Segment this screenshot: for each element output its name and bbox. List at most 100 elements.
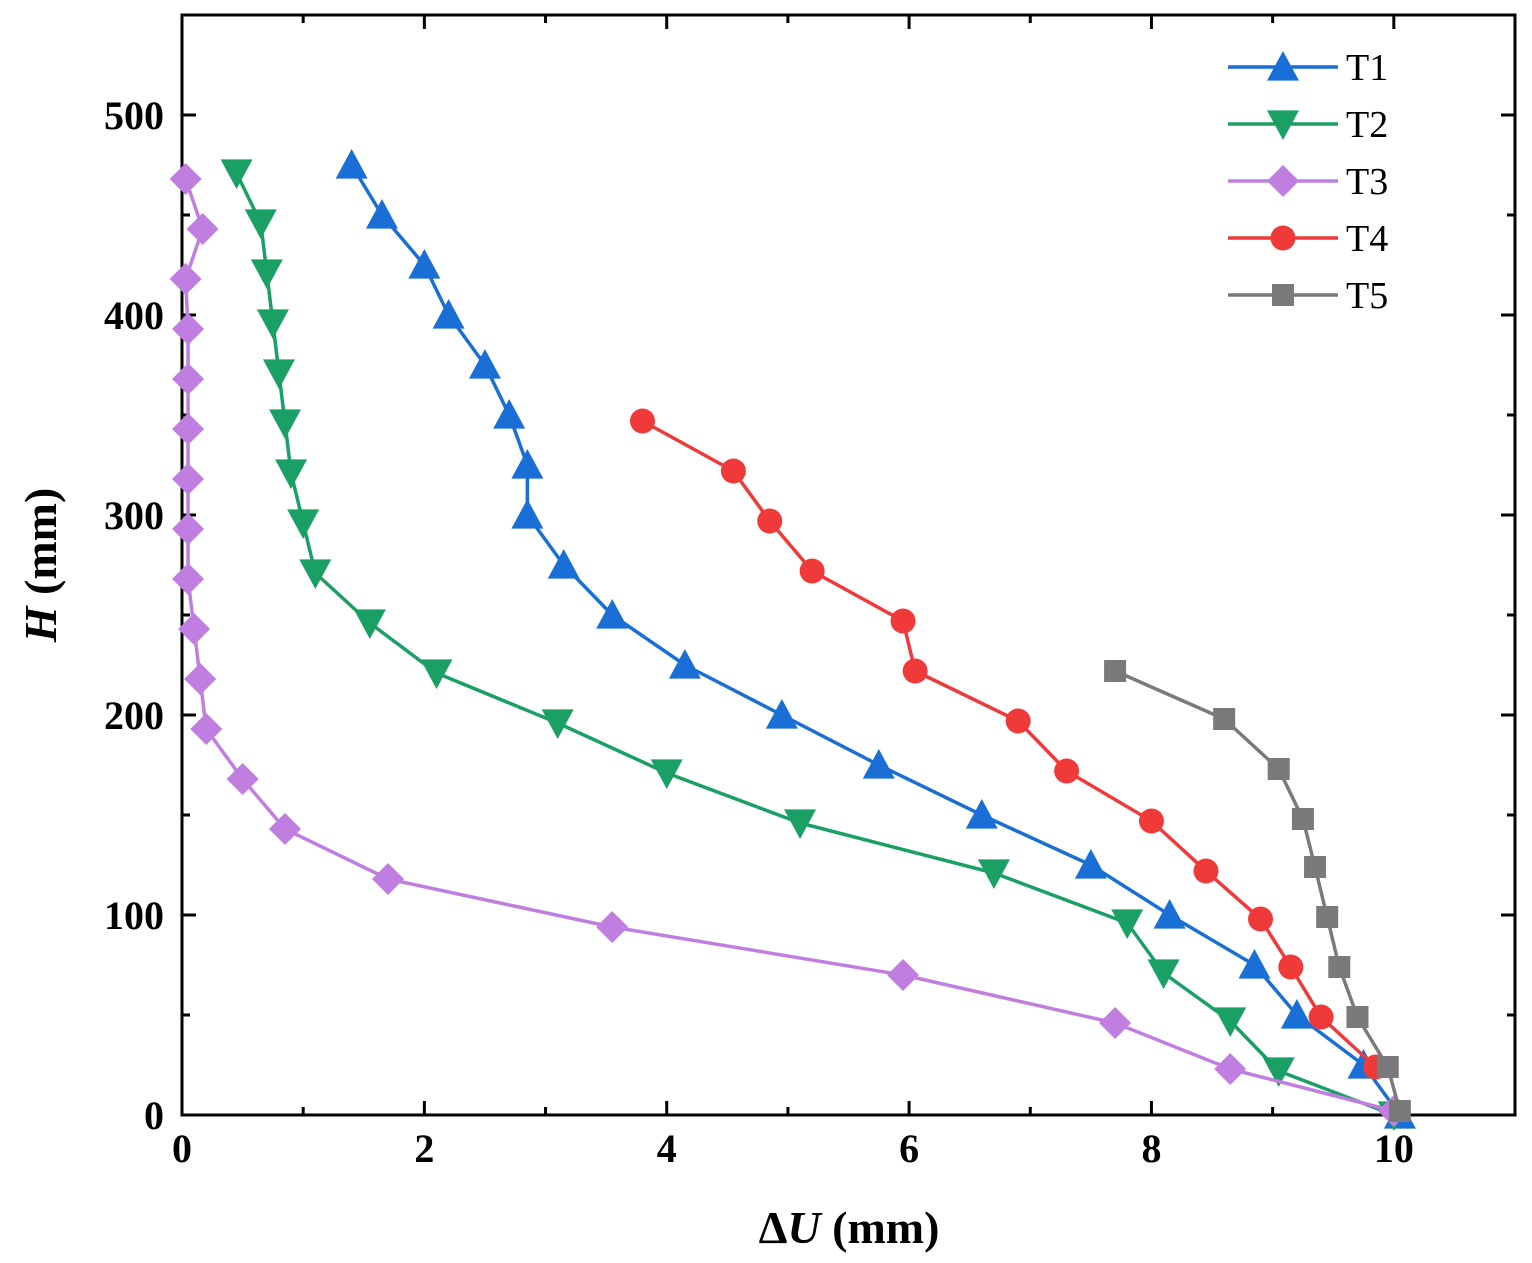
data-point-T3 bbox=[887, 959, 920, 991]
data-point-T3 bbox=[1099, 1007, 1132, 1039]
legend-item-T5: T5 bbox=[1228, 275, 1388, 317]
plot-frame bbox=[180, 13, 1517, 1117]
data-point-T2 bbox=[541, 709, 574, 739]
data-point-T1 bbox=[335, 149, 368, 179]
data-point-T4 bbox=[1308, 1004, 1334, 1030]
legend-item-T1: T1 bbox=[1228, 47, 1388, 89]
y-tick-label: 0 bbox=[144, 1093, 164, 1138]
legend-label: T2 bbox=[1346, 104, 1388, 146]
data-point-T3 bbox=[169, 163, 202, 195]
data-point-T3 bbox=[184, 663, 217, 695]
data-point-T5 bbox=[1104, 660, 1127, 682]
legend-label: T4 bbox=[1346, 218, 1388, 260]
data-point-T2 bbox=[275, 459, 308, 489]
data-point-T3 bbox=[186, 213, 219, 245]
data-point-T4 bbox=[902, 658, 928, 684]
series-T4 bbox=[629, 408, 1389, 1080]
data-point-T5 bbox=[1376, 1056, 1399, 1078]
data-point-T2 bbox=[420, 659, 453, 689]
legend-marker bbox=[1272, 284, 1294, 306]
data-point-T4 bbox=[1054, 758, 1080, 784]
data-point-T2 bbox=[1147, 959, 1180, 989]
data-point-T4 bbox=[629, 408, 655, 434]
data-point-T2 bbox=[1262, 1057, 1295, 1087]
data-point-T3 bbox=[172, 313, 205, 345]
x-tick-label: 2 bbox=[414, 1126, 434, 1171]
data-point-T1 bbox=[965, 799, 998, 829]
data-point-T2 bbox=[977, 859, 1010, 889]
data-point-T2 bbox=[784, 809, 817, 839]
series-line-T2 bbox=[234, 172, 1395, 1117]
legend-marker bbox=[1270, 225, 1296, 251]
data-point-T4 bbox=[1278, 954, 1304, 980]
y-axis-title: H (mm) bbox=[15, 488, 66, 644]
data-point-T4 bbox=[1193, 858, 1219, 884]
data-point-T1 bbox=[765, 699, 798, 729]
data-point-T2 bbox=[220, 159, 253, 189]
legend-item-T2: T2 bbox=[1228, 104, 1388, 146]
data-point-T4 bbox=[1005, 708, 1031, 734]
legend-marker bbox=[1267, 51, 1299, 81]
series-line-T5 bbox=[1114, 669, 1402, 1112]
data-point-T3 bbox=[596, 911, 629, 943]
series-T5 bbox=[1104, 660, 1411, 1122]
x-tick-label: 6 bbox=[899, 1126, 919, 1171]
data-point-T2 bbox=[287, 509, 320, 539]
data-point-T1 bbox=[862, 749, 895, 779]
x-tick-label: 10 bbox=[1374, 1126, 1414, 1171]
data-point-T5 bbox=[1267, 758, 1290, 780]
data-point-T3 bbox=[172, 563, 205, 595]
y-tick-label: 200 bbox=[104, 693, 164, 738]
data-point-T4 bbox=[1138, 808, 1164, 834]
data-point-T5 bbox=[1328, 956, 1351, 978]
data-point-T2 bbox=[256, 309, 289, 339]
data-point-T5 bbox=[1346, 1006, 1369, 1028]
data-point-T1 bbox=[668, 649, 701, 679]
data-point-T1 bbox=[408, 249, 441, 279]
data-point-T2 bbox=[1111, 909, 1144, 939]
data-point-T1 bbox=[493, 399, 526, 429]
data-point-T5 bbox=[1316, 906, 1339, 928]
data-point-T2 bbox=[250, 259, 283, 289]
data-point-T1 bbox=[1074, 849, 1107, 879]
y-tick-label: 500 bbox=[104, 93, 164, 138]
legend: T1 T2 T3 T4 T5 bbox=[1228, 47, 1388, 317]
legend-label: T1 bbox=[1346, 47, 1388, 89]
data-point-T1 bbox=[511, 499, 544, 529]
data-point-T3 bbox=[172, 363, 205, 395]
data-point-T1 bbox=[511, 449, 544, 479]
data-point-T4 bbox=[890, 608, 916, 634]
data-point-T2 bbox=[1214, 1007, 1247, 1037]
data-point-T2 bbox=[650, 759, 683, 789]
data-point-T3 bbox=[372, 863, 405, 895]
x-tick-label: 4 bbox=[657, 1126, 677, 1171]
data-point-T2 bbox=[299, 559, 332, 589]
data-point-T5 bbox=[1213, 708, 1236, 730]
data-point-T4 bbox=[757, 508, 783, 534]
x-tick-label: 0 bbox=[172, 1126, 192, 1171]
data-point-T3 bbox=[269, 813, 302, 845]
data-point-T3 bbox=[169, 263, 202, 295]
data-point-T4 bbox=[799, 558, 825, 584]
x-tick-label: 8 bbox=[1141, 1126, 1161, 1171]
data-point-T3 bbox=[178, 613, 211, 645]
data-point-T1 bbox=[1280, 999, 1313, 1029]
data-point-T1 bbox=[1153, 899, 1186, 929]
legend-label: T3 bbox=[1346, 161, 1388, 203]
data-point-T2 bbox=[244, 209, 277, 239]
y-tick-label: 100 bbox=[104, 893, 164, 938]
data-point-T3 bbox=[1214, 1053, 1247, 1085]
data-point-T2 bbox=[269, 409, 302, 439]
legend-marker bbox=[1267, 165, 1299, 197]
data-point-T3 bbox=[226, 763, 259, 795]
data-point-T5 bbox=[1304, 856, 1327, 878]
data-point-T4 bbox=[720, 458, 746, 484]
y-tick-label: 400 bbox=[104, 293, 164, 338]
data-point-T1 bbox=[547, 549, 580, 579]
data-point-T4 bbox=[1248, 906, 1274, 932]
data-point-T3 bbox=[172, 513, 205, 545]
data-point-T1 bbox=[1238, 949, 1271, 979]
data-point-T3 bbox=[172, 413, 205, 445]
